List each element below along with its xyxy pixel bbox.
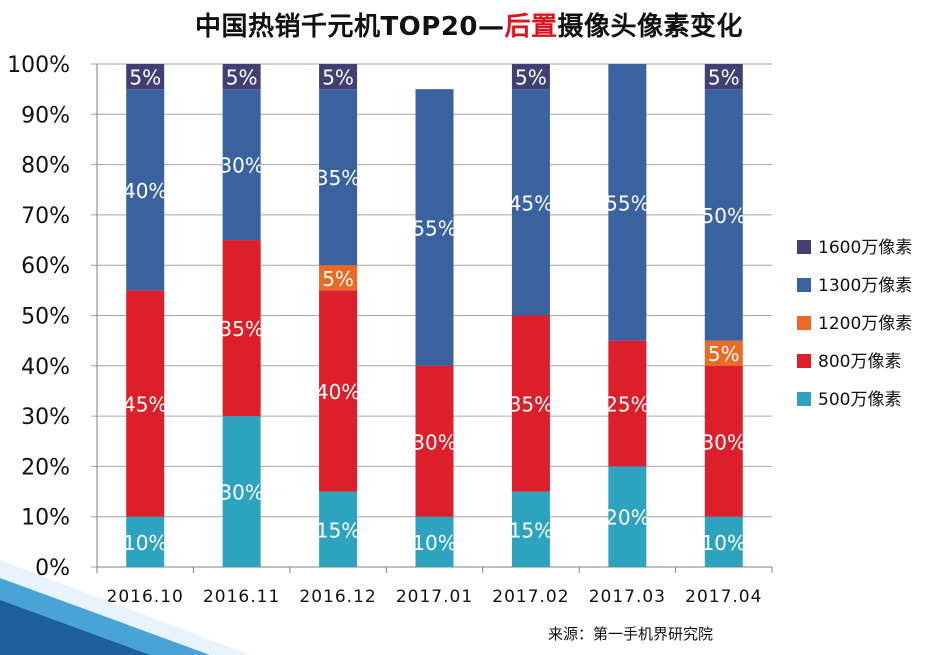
bar-segment — [704, 64, 743, 90]
bar-segment — [319, 290, 358, 492]
y-tick-label: 100% — [7, 53, 70, 78]
data-label: 15% — [509, 518, 553, 542]
corner-decoration — [0, 560, 250, 655]
bar-segment — [126, 516, 165, 567]
y-tick-label: 30% — [21, 405, 70, 430]
bar-segment — [415, 365, 454, 517]
data-label: 30% — [412, 430, 456, 454]
y-tick-label: 10% — [21, 506, 70, 531]
legend-swatch — [797, 354, 811, 368]
legend-swatch — [797, 316, 811, 330]
legend-label: 1600万像素 — [818, 238, 912, 258]
data-label: 30% — [219, 154, 263, 178]
bar-segment — [704, 516, 743, 567]
bar-segment — [222, 416, 261, 567]
data-label: 5% — [226, 66, 258, 90]
y-tick-label: 50% — [21, 305, 70, 330]
x-tick-label: 2016.10 — [107, 587, 184, 607]
data-label: 45% — [123, 393, 167, 417]
y-tick-label: 70% — [21, 204, 70, 229]
bar-segment — [126, 64, 165, 90]
legend-label: 1200万像素 — [818, 314, 912, 334]
bar-segment — [415, 89, 454, 366]
data-label: 5% — [129, 66, 161, 90]
y-tick-label: 40% — [21, 355, 70, 380]
legend-swatch — [797, 278, 811, 292]
legend-swatch — [797, 392, 811, 406]
x-tick-label: 2017.04 — [685, 587, 762, 607]
data-label: 5% — [515, 66, 547, 90]
legend-label: 1300万像素 — [818, 276, 912, 296]
bar-segment — [415, 516, 454, 567]
bar-segment — [511, 89, 550, 316]
data-label: 10% — [412, 531, 456, 555]
y-tick-label: 80% — [21, 154, 70, 179]
bar-segment — [222, 240, 261, 417]
x-tick-label: 2017.03 — [589, 587, 666, 607]
data-label: 10% — [123, 531, 167, 555]
bar-segment — [511, 64, 550, 90]
data-label: 15% — [316, 518, 360, 542]
data-label: 50% — [702, 204, 746, 228]
chart-title: 中国热销千元机TOP20—后置摄像头像素变化 — [0, 6, 938, 43]
data-label: 30% — [219, 481, 263, 505]
data-label: 5% — [322, 66, 354, 90]
x-tick-label: 2017.01 — [396, 587, 473, 607]
x-tick-label: 2016.12 — [299, 587, 376, 607]
data-label: 45% — [509, 191, 553, 215]
bar-segment — [608, 340, 647, 467]
bar-segment — [126, 290, 165, 517]
bar-segment — [511, 491, 550, 567]
legend-swatch — [797, 240, 811, 254]
x-tick-label: 2017.02 — [492, 587, 569, 607]
bar-segment — [704, 340, 743, 366]
title-part-1: 中国热销千元机TOP20— — [194, 12, 505, 42]
data-label: 40% — [316, 380, 360, 404]
bar-segment — [319, 265, 358, 291]
legend-label: 800万像素 — [818, 352, 901, 372]
data-label: 10% — [702, 531, 746, 555]
data-label: 20% — [605, 506, 649, 530]
bar-segment — [704, 365, 743, 517]
data-label: 30% — [702, 430, 746, 454]
legend-label: 500万像素 — [818, 390, 901, 410]
corner-shape-dark — [0, 600, 150, 655]
y-tick-label: 60% — [21, 254, 70, 279]
bar-segment — [319, 64, 358, 90]
bar-segment — [126, 89, 165, 291]
y-tick-label: 90% — [21, 103, 70, 128]
data-label: 55% — [412, 216, 456, 240]
bar-segment — [608, 64, 647, 341]
data-label: 40% — [123, 179, 167, 203]
bar-segment — [222, 89, 261, 241]
bar-segment — [319, 491, 358, 567]
bar-segment — [319, 89, 358, 266]
title-part-2: 摄像头像素变化 — [557, 12, 744, 42]
bar-segment — [608, 466, 647, 567]
data-label: 35% — [316, 166, 360, 190]
data-label: 5% — [708, 342, 740, 366]
data-label: 25% — [605, 393, 649, 417]
bar-segment — [704, 89, 743, 341]
bar-segment — [511, 315, 550, 492]
data-label: 35% — [219, 317, 263, 341]
y-tick-label: 20% — [21, 455, 70, 480]
title-highlight: 后置 — [504, 12, 558, 42]
source-note: 来源：第一手机界研究院 — [548, 625, 714, 643]
x-tick-label: 2016.11 — [203, 587, 280, 607]
bar-segment — [222, 64, 261, 90]
data-label: 35% — [509, 393, 553, 417]
data-label: 5% — [322, 267, 354, 291]
data-label: 55% — [605, 191, 649, 215]
data-label: 5% — [708, 66, 740, 90]
